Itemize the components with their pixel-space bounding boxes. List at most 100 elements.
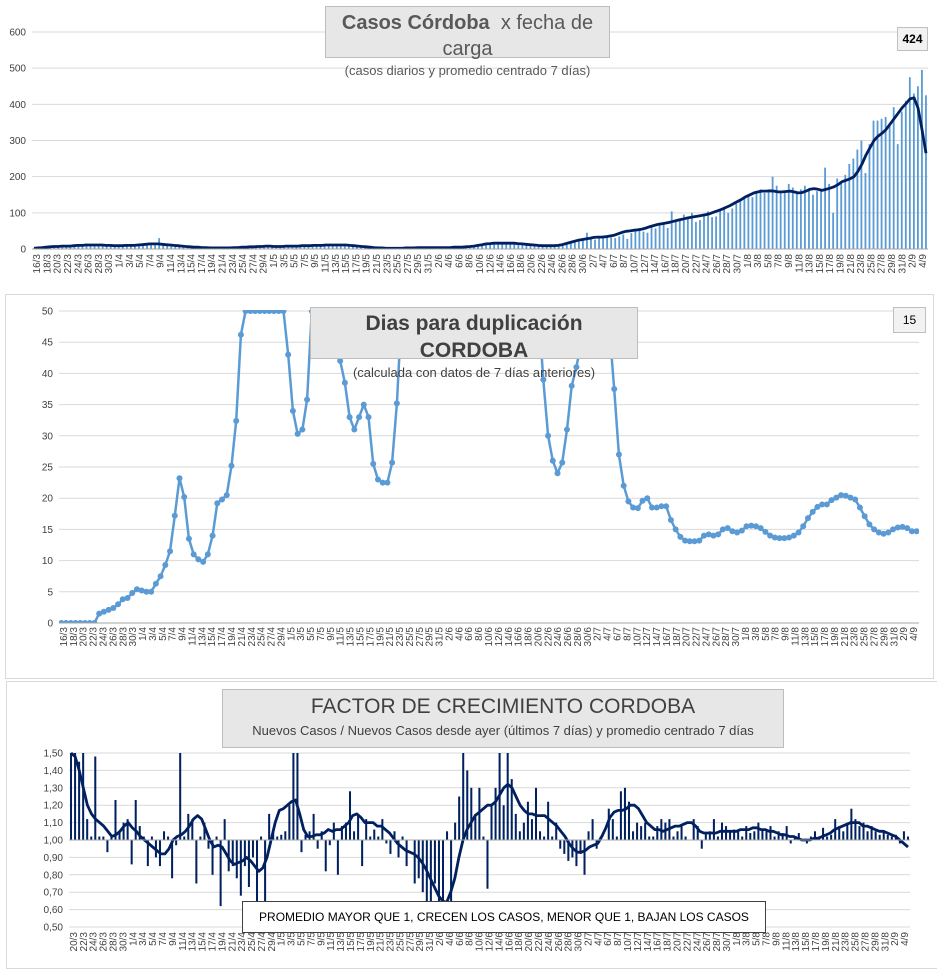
bar [389, 840, 392, 854]
x-tick-label: 3/5 [296, 627, 307, 641]
x-tick-label: 21/4 [237, 627, 248, 647]
x-tick-label: 29/4 [267, 932, 278, 952]
bar [501, 242, 504, 249]
bar [904, 100, 907, 249]
bar [618, 236, 621, 249]
data-point [814, 503, 821, 510]
x-tick-label: 17/8 [820, 627, 831, 647]
bar [114, 799, 117, 840]
bar [731, 208, 734, 249]
bar [518, 831, 521, 840]
y-tick-label: 1,40 [44, 766, 64, 777]
x-tick-label: 26/6 [557, 254, 568, 274]
bar [719, 209, 722, 249]
x-tick-label: 5/8 [752, 932, 763, 946]
y-tick-label: 1,10 [44, 818, 64, 829]
bar [690, 212, 693, 249]
bar [902, 831, 905, 840]
x-tick-label: 12/6 [494, 627, 505, 647]
bar [347, 245, 350, 249]
bar [260, 836, 263, 840]
x-tick-label: 17/4 [197, 254, 208, 274]
data-point [219, 496, 226, 503]
x-tick-label: 25/4 [257, 627, 268, 647]
y-tick-label: 1,30 [44, 783, 64, 794]
bar [805, 840, 808, 844]
bar [170, 245, 173, 249]
data-point [176, 475, 183, 482]
x-tick-label: 22/6 [537, 254, 548, 274]
data-point [705, 531, 712, 538]
bar [331, 245, 334, 249]
x-tick-label: 15/8 [815, 254, 826, 274]
x-tick-label: 22/3 [79, 932, 90, 952]
bar [113, 246, 116, 249]
x-tick-label: 30/3 [118, 932, 129, 952]
bar [872, 120, 875, 249]
data-point [828, 497, 835, 504]
data-point [880, 530, 887, 537]
bar [836, 178, 839, 249]
x-tick-label: 4/6 [454, 627, 465, 641]
bar [848, 164, 851, 249]
bar [563, 840, 566, 854]
data-point [786, 534, 793, 541]
data-point [639, 497, 646, 504]
data-point [677, 533, 684, 540]
bar [557, 245, 560, 249]
x-tick-label: 21/5 [376, 932, 387, 952]
bar [852, 158, 855, 249]
x-tick-label: 2/7 [588, 254, 599, 268]
data-point [115, 601, 122, 608]
data-point [96, 610, 103, 617]
x-tick-label: 30/6 [578, 254, 589, 274]
bar [832, 212, 835, 249]
x-tick-label: 25/4 [238, 254, 249, 274]
x-tick-label: 23/4 [237, 932, 248, 952]
x-tick-label: 27/5 [415, 627, 426, 647]
bar [513, 243, 516, 249]
data-point [167, 548, 174, 555]
bar [506, 753, 509, 840]
y-tick-label: 40 [42, 369, 54, 380]
bar [733, 829, 736, 840]
x-tick-label: 5/4 [148, 932, 159, 946]
x-tick-label: 24/3 [89, 932, 100, 952]
data-point [200, 558, 207, 565]
x-tick-label: 2/9 [890, 932, 901, 946]
x-tick-label: 1/4 [115, 254, 126, 268]
x-tick-label: 29/4 [276, 627, 287, 647]
bar [446, 831, 449, 840]
x-tick-label: 4/6 [445, 932, 456, 946]
bar [82, 753, 85, 840]
bar [787, 183, 790, 249]
bar [636, 822, 639, 840]
bar [178, 246, 181, 249]
bar [757, 822, 760, 840]
data-point [148, 588, 155, 595]
bar [279, 246, 282, 249]
bar [684, 836, 687, 840]
bar-series [33, 69, 927, 249]
bar [134, 246, 136, 249]
data-point [663, 503, 670, 510]
bar [771, 176, 774, 249]
bar [590, 238, 592, 249]
x-tick-label: 15/8 [810, 627, 821, 647]
bar [179, 753, 182, 840]
bar [622, 234, 625, 249]
x-tick-label: 23/8 [850, 627, 861, 647]
cases-chart-title-suffix: x fecha de carga [442, 12, 594, 60]
bar [791, 187, 794, 249]
bar [654, 228, 657, 249]
bar [303, 246, 306, 249]
data-point [842, 492, 849, 499]
bar [287, 246, 290, 249]
x-tick-label: 19/4 [227, 627, 238, 647]
bar [545, 246, 548, 249]
bar [280, 834, 283, 840]
x-tick-label: 18/6 [516, 254, 527, 274]
x-tick-label: 22/7 [691, 254, 702, 274]
bar [405, 840, 408, 867]
x-tick-label: 11/4 [178, 932, 189, 951]
